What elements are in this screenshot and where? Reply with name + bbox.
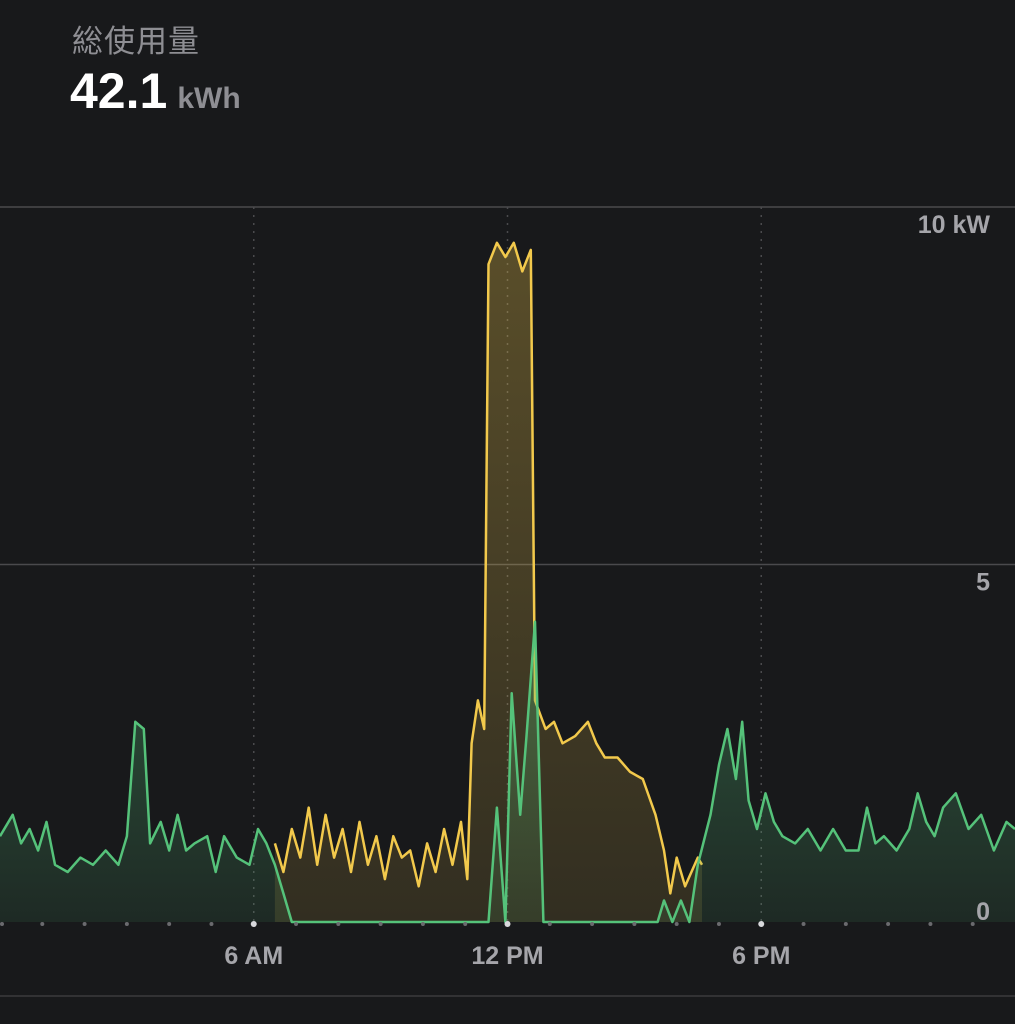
hour-dot <box>801 922 806 926</box>
hour-dot <box>843 922 848 926</box>
hour-dot <box>124 922 129 926</box>
consumption-area <box>274 242 702 923</box>
total-usage: 42.1 kWh <box>70 62 241 120</box>
hour-dot <box>378 922 383 926</box>
total-unit: kWh <box>177 82 241 115</box>
hour-dot <box>40 922 45 926</box>
solar-line <box>0 620 1015 924</box>
hour-dot <box>674 922 679 926</box>
x-tick-label: 12 PM <box>471 942 543 970</box>
hour-dot <box>336 922 341 926</box>
y-tick-label: 10 kW <box>918 211 991 239</box>
total-value: 42.1 <box>70 63 168 119</box>
hour-dot <box>420 922 425 926</box>
hour-dot <box>632 922 637 926</box>
page-title: 総使用量 <box>72 24 200 60</box>
hour-dot <box>547 922 552 926</box>
hour-dot <box>928 922 933 926</box>
hour-dot <box>0 922 4 926</box>
consumption-line <box>273 241 704 895</box>
y-tick-label: 5 <box>976 569 990 597</box>
hour-dot <box>970 922 975 926</box>
hour-dot <box>294 922 299 926</box>
hour-dot <box>758 921 765 927</box>
hour-dot <box>590 922 595 926</box>
hour-dot <box>250 921 257 927</box>
y-tick-label: 0 <box>976 898 990 926</box>
hour-dot <box>463 922 468 926</box>
hour-dot <box>886 922 891 926</box>
hour-dot <box>82 922 87 926</box>
hour-dot <box>167 922 172 926</box>
hour-dot <box>504 921 511 927</box>
x-tick-label: 6 AM <box>224 942 283 970</box>
x-tick-label: 6 PM <box>732 942 790 970</box>
hour-dot <box>716 922 721 926</box>
hour-dot <box>209 922 214 926</box>
